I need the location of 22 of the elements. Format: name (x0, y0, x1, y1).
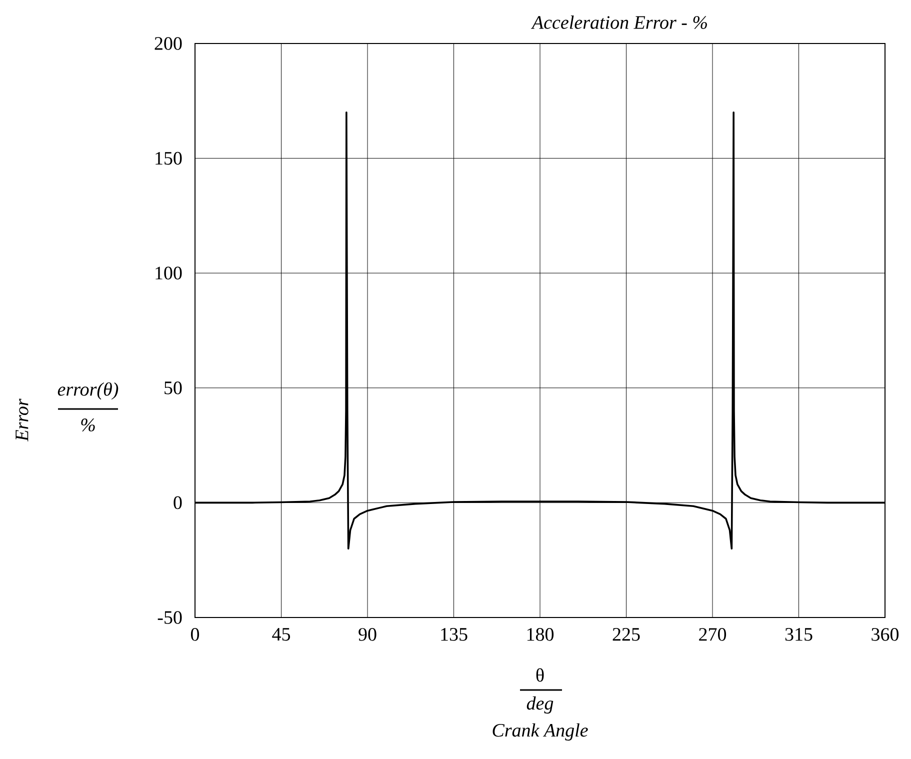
y-tick-label: 0 (174, 496, 182, 510)
x-tick-label: 90 (358, 628, 376, 641)
x-tick-label: 225 (612, 628, 640, 641)
chart-title: Acceleration Error - % (530, 16, 707, 29)
x-tick-label: 135 (441, 628, 468, 641)
y-tick-label: -50 (158, 611, 182, 624)
x-tick-label: 270 (699, 628, 726, 641)
x-tick-label: 315 (785, 628, 812, 641)
text: θ (536, 668, 544, 682)
y-tick-label: 150 (156, 152, 182, 165)
y-tick-label: 50 (164, 381, 182, 394)
text: error(θ) (58, 382, 118, 400)
text: Error (16, 398, 28, 442)
y-tick-label: 200 (154, 37, 182, 50)
x-tick-label: 45 (272, 628, 290, 641)
text: deg (526, 696, 554, 714)
x-tick-label: 180 (527, 628, 554, 641)
y-tick-label: 100 (156, 266, 182, 280)
text: % (81, 418, 95, 432)
x-tick-label: 0 (190, 628, 200, 641)
x-tick-label: 360 (872, 628, 899, 641)
x-axis-title: Crank Angle (492, 723, 588, 741)
